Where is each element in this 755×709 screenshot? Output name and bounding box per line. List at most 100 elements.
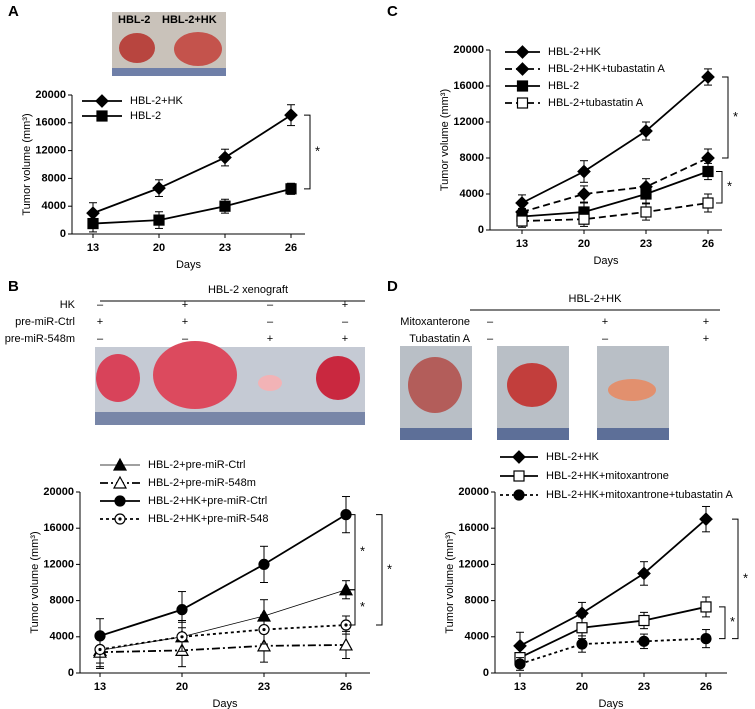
y-tick-label: 20000 [458,486,489,498]
significance: * [360,544,365,559]
x-tick-label: 23 [219,242,231,254]
row-label: HK [60,299,76,311]
marker [576,622,588,634]
series-line [521,170,709,218]
row-mark: + [182,316,188,328]
x-tick-label: 26 [340,681,352,693]
significance: * [360,599,365,614]
legend-marker [96,110,108,122]
series-line [521,202,709,222]
marker [285,183,297,195]
legend-marker [516,80,529,92]
series-line [519,606,707,659]
y-tick-label: 8000 [465,595,489,607]
y-axis-title: Tumor volume (mm³) [439,89,451,191]
marker [639,124,653,138]
y-tick-label: 0 [483,667,489,679]
marker [284,108,298,123]
legend-label: HBL-2+HK [548,46,602,58]
y-tick-label: 12000 [43,558,74,570]
marker [258,558,270,571]
marker [699,512,713,526]
x-tick-label: 23 [258,681,270,693]
y-tick-label: 8000 [42,172,66,184]
series-line [99,624,347,651]
legend-label: HBL-2 [548,80,579,92]
row-mark: + [342,299,348,311]
row-mark: + [97,316,103,328]
photo-label: HBL-2+HK [162,14,217,26]
group-title: HBL-2+HK [569,293,623,305]
legend-marker [95,94,109,108]
row-label: pre-miR-Ctrl [15,316,75,328]
bracket [722,76,729,159]
row-mark: – [487,316,494,328]
marker [516,215,528,227]
series-line [99,513,347,637]
legend-label: HBL-2+tubastatin A [548,97,644,109]
legend-label: HBL-2+HK+pre-miR-548 [148,513,268,525]
marker-dot [262,627,266,632]
marker-dot [344,623,348,627]
significance: * [315,143,320,158]
row-mark: – [487,333,494,345]
marker [256,638,272,652]
x-axis-title: Days [598,698,624,709]
y-tick-label: 0 [68,667,74,679]
y-tick-label: 20000 [43,486,74,498]
bracket [349,589,356,626]
marker-dot [118,517,122,521]
marker [219,200,231,212]
photo [112,12,226,76]
y-tick-label: 4000 [42,200,66,212]
legend-marker [513,489,525,501]
marker [153,214,165,226]
panel-label: A [8,3,19,20]
row-mark: + [267,333,273,345]
y-tick-label: 16000 [43,522,74,534]
panel-label: B [8,278,19,295]
row-mark: + [602,316,608,328]
group-title: HBL-2 xenograft [208,284,288,296]
x-tick-label: 13 [516,238,528,250]
legend-marker [114,495,126,507]
series-line [519,518,707,647]
row-label: Mitoxanterone [400,316,470,328]
marker [637,566,651,581]
legend-label: HBL-2+HK+pre-miR-Ctrl [148,495,267,507]
x-tick-label: 13 [94,681,106,693]
marker [638,635,650,647]
series-line [92,114,292,214]
marker [577,164,591,179]
row-mark: + [703,316,709,328]
marker [638,614,650,627]
marker [640,188,652,200]
x-tick-label: 20 [153,242,165,254]
x-tick-label: 26 [285,242,297,254]
legend-label: HBL-2+HK+mitoxantrone [546,470,669,482]
y-tick-label: 16000 [453,80,484,92]
y-axis-title: Tumor volume (mm³) [444,531,456,633]
x-tick-label: 20 [576,681,588,693]
y-tick-label: 16000 [35,117,66,129]
marker [577,187,591,201]
marker [218,150,232,165]
bracket [732,518,739,640]
legend-marker [112,457,128,471]
x-tick-label: 26 [702,238,714,250]
x-axis-title: Days [176,259,202,271]
series-line [99,644,347,654]
marker [338,637,354,651]
marker [87,217,99,230]
legend-marker [516,97,529,109]
marker [578,213,590,225]
row-mark: – [97,333,104,345]
x-tick-label: 13 [514,681,526,693]
x-tick-label: 26 [700,681,712,693]
row-mark: – [267,299,274,311]
photo [95,341,365,425]
marker [176,604,188,616]
x-tick-label: 20 [578,238,590,250]
marker [702,197,714,209]
series-line [519,637,707,665]
